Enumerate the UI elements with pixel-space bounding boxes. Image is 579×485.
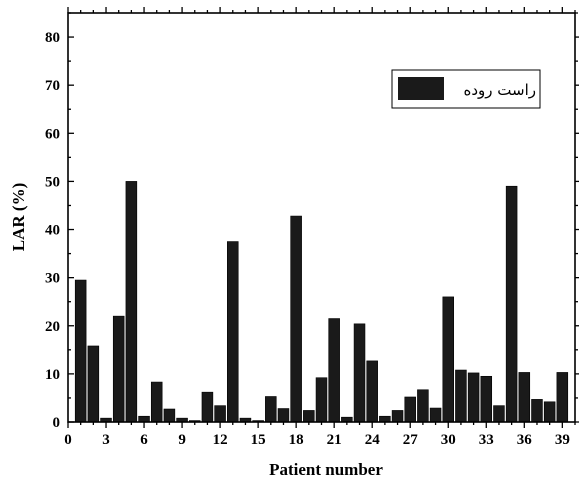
y-tick-label: 30 [45,271,60,287]
bar-group [74,181,569,423]
bar-patient-28 [417,389,429,423]
bar-patient-1 [74,279,87,423]
y-tick-label: 60 [45,126,60,142]
bar-patient-32 [467,372,480,423]
legend-swatch [398,77,444,100]
bar-patient-8 [163,408,176,423]
x-tick-label: 15 [251,432,266,448]
x-tick-label: 0 [64,432,72,448]
plot-frame [67,12,576,423]
x-tick-label: 21 [327,432,342,448]
bar-patient-29 [429,407,442,423]
bar-patient-37 [531,399,543,423]
bar-patient-36 [518,372,531,423]
bar-patient-31 [455,369,467,423]
bar-patient-39 [556,372,569,423]
x-tick-label: 9 [178,432,186,448]
x-tick-label: 36 [517,432,533,448]
x-axis-title: Patient number [269,460,383,479]
bar-patient-18 [290,215,302,423]
x-tick-label: 12 [213,432,228,448]
bar-patient-24 [366,360,378,423]
bar-patient-17 [277,408,290,423]
bar-patient-5 [125,181,138,423]
x-tick-label: 33 [479,432,494,448]
bar-patient-35 [505,185,518,423]
y-tick-label: 10 [45,367,60,383]
bar-patient-23 [353,323,366,423]
bar-patient-27 [404,396,416,423]
y-axis-title: LAR (%) [9,183,28,251]
bar-patient-21 [328,318,340,423]
x-tick-label: 18 [289,432,304,448]
bar-patient-34 [493,405,505,423]
bar-patient-2 [87,345,100,423]
y-tick-label: 0 [53,415,61,431]
bar-patient-26 [391,410,404,423]
bar-patient-11 [201,391,214,423]
bar-patient-38 [543,401,556,423]
x-tick-label: 27 [403,432,419,448]
bar-patient-4 [112,315,125,423]
bar-patient-30 [442,296,454,423]
bar-patient-12 [214,405,226,423]
bar-patient-7 [150,381,163,423]
bar-patient-6 [138,415,150,423]
y-tick-label: 70 [45,78,60,94]
x-tick-label: 39 [555,432,570,448]
legend: راست روده [391,69,541,109]
x-tick-label: 24 [365,432,381,448]
bar-patient-33 [480,375,493,423]
x-tick-label: 30 [441,432,456,448]
bar-patient-13 [227,241,239,423]
y-tick-label: 20 [45,319,60,335]
y-tick-label: 40 [45,223,60,239]
bar-patient-25 [379,415,391,423]
x-tick-label: 6 [140,432,148,448]
x-tick-label: 3 [102,432,110,448]
legend-label: راست روده [463,81,536,99]
y-tick-label: 80 [45,30,60,46]
bar-patient-16 [265,396,277,423]
bar-patient-19 [303,410,315,423]
y-tick-label: 50 [45,174,60,190]
bar-patient-20 [315,377,328,423]
